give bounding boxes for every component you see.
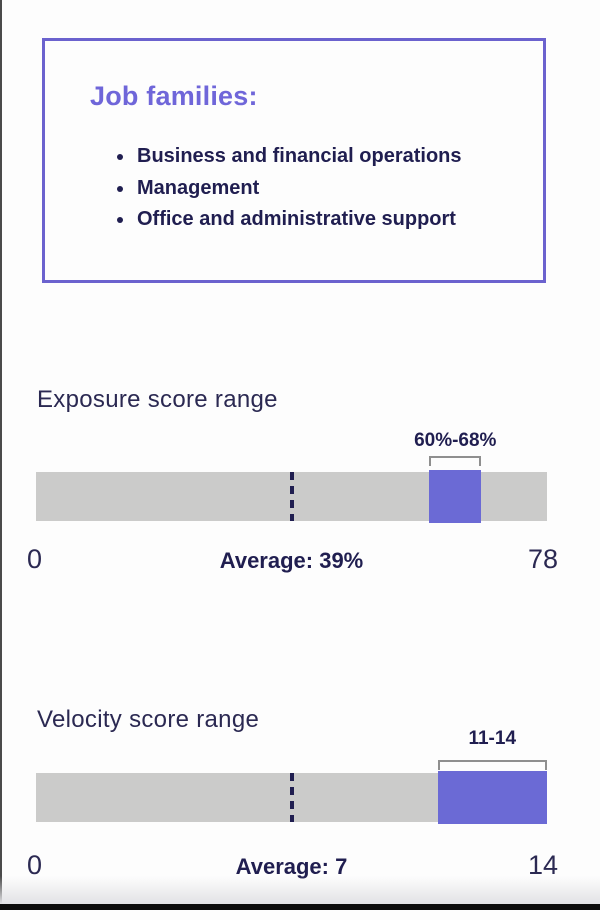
bottom-frame-bar	[0, 904, 600, 910]
scale-min-label: 0	[27, 544, 43, 574]
range-annotation: 60%-68%	[414, 430, 496, 466]
job-families-box: Job families: Business and financial ope…	[42, 38, 546, 283]
range-bracket-icon	[437, 760, 547, 770]
bullet-dot-icon	[117, 154, 123, 160]
scale-row: 0 Average: 39% 78	[27, 544, 558, 578]
range-label: 60%-68%	[414, 430, 497, 451]
average-marker	[289, 472, 294, 521]
bullet-dot-icon	[117, 185, 123, 192]
highlight-segment	[429, 470, 482, 523]
track-zone: 60%-68% 0 Average: 39% 78	[27, 380, 558, 610]
score-track	[36, 771, 547, 824]
range-annotation: 11-14	[437, 728, 547, 770]
list-item: Office and administrative support	[45, 204, 543, 236]
exposure-score-gauge: Exposure score range 60%-68% 0 Average: …	[0, 380, 600, 610]
scale-average-label: Average: 7	[235, 854, 348, 879]
gauge-title: Exposure score range	[37, 386, 278, 413]
frame-left-edge	[0, 0, 2, 910]
scale-average-label: Average: 39%	[219, 548, 364, 573]
job-families-heading: Job families:	[90, 81, 258, 111]
list-item: Business and financial operations	[45, 141, 543, 173]
scale-max-label: 78	[527, 544, 558, 574]
score-track	[36, 470, 547, 523]
average-marker	[289, 773, 294, 822]
list-item: Management	[45, 173, 543, 205]
list-item-label: Office and administrative support	[137, 208, 456, 230]
velocity-score-gauge: Velocity score range 11-14 0 Average: 7 …	[0, 690, 600, 920]
bottom-fade	[0, 876, 600, 904]
track-zone: 11-14 0 Average: 7 14	[27, 690, 558, 920]
job-families-list: Business and financial operations Manage…	[45, 141, 543, 236]
scale-row: 0 Average: 7 14	[27, 850, 558, 884]
range-bracket-icon	[429, 456, 482, 466]
highlight-segment	[437, 771, 547, 824]
list-item-label: Management	[137, 176, 260, 199]
list-item-label: Business and financial operations	[137, 145, 462, 167]
bullet-dot-icon	[117, 217, 123, 223]
gauge-title: Velocity score range	[37, 706, 260, 733]
range-label: 11-14	[468, 728, 517, 749]
scale-max-label: 14	[527, 850, 558, 880]
scale-min-label: 0	[27, 850, 43, 880]
